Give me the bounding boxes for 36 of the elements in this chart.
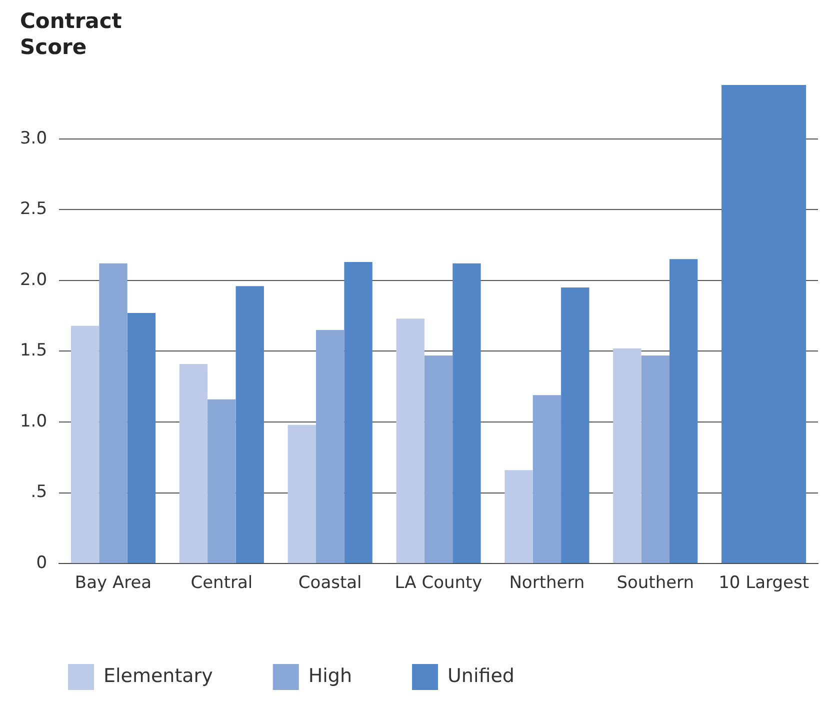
y-tick-label: 2.5 — [20, 199, 48, 220]
legend-label: Elementary — [104, 664, 213, 687]
bar — [504, 470, 533, 564]
bar — [99, 263, 128, 564]
bar — [288, 424, 316, 564]
legend-label: Unified — [448, 664, 514, 687]
bar — [669, 259, 698, 564]
y-tick-label: 2.0 — [20, 270, 48, 290]
bar — [70, 326, 100, 564]
y-tick-label: 1.5 — [20, 340, 48, 361]
bar — [344, 262, 372, 564]
bar — [127, 312, 156, 564]
bar — [179, 364, 208, 564]
bar — [532, 395, 562, 564]
x-tick-label: Bay Area — [74, 573, 152, 594]
bar — [452, 263, 481, 564]
legend-label: High — [308, 664, 352, 687]
bar — [613, 348, 642, 564]
x-tick-label: Central — [190, 573, 253, 594]
bar — [396, 318, 424, 564]
bar — [236, 286, 264, 564]
x-tick-label: 10 Largest — [718, 573, 810, 594]
y-tick-label: 3.0 — [20, 128, 48, 148]
y-axis-title: Contract Score — [20, 8, 123, 60]
x-tick-label: LA County — [394, 573, 482, 594]
y-tick-label: 0 — [36, 553, 48, 574]
y-tick-label: 1.0 — [20, 411, 48, 432]
bar — [561, 288, 590, 564]
bar — [208, 399, 236, 564]
x-tick-label: Southern — [616, 573, 694, 594]
bar — [424, 355, 453, 564]
y-tick-label: .5 — [30, 482, 48, 502]
bar — [316, 330, 344, 564]
x-tick-label: Coastal — [298, 573, 362, 594]
bar — [641, 355, 670, 564]
x-tick-label: Northern — [509, 573, 585, 594]
